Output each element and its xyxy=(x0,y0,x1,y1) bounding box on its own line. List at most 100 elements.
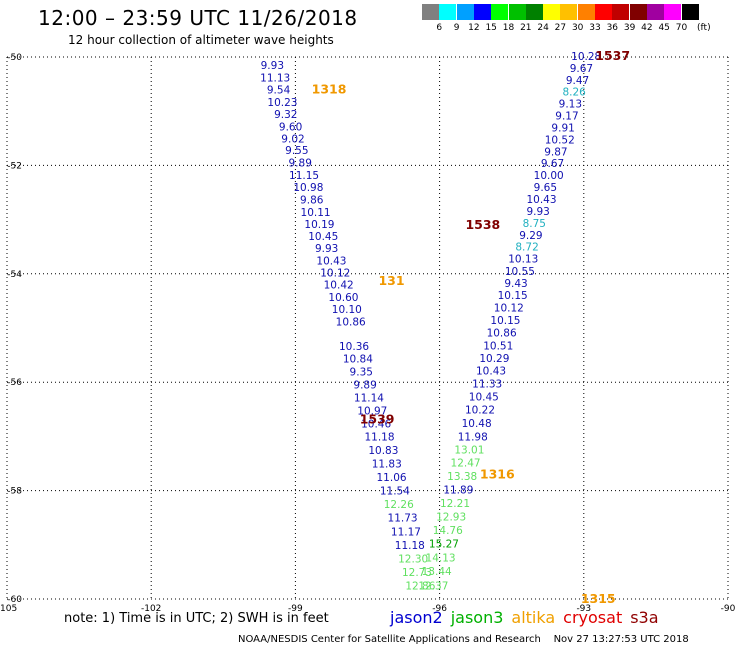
satellite-s3a: s3a xyxy=(630,608,659,627)
legend-label: 9 xyxy=(453,23,460,33)
wave-height-value: 11.33 xyxy=(472,378,502,390)
legend-label: 33 xyxy=(589,23,601,33)
satellite-legend: jason2 jason3 altika cryosat s3a xyxy=(390,608,667,627)
wave-height-value: 10.52 xyxy=(545,134,575,146)
wave-height-value: 10.43 xyxy=(526,194,556,206)
wave-height-value: 10.11 xyxy=(301,207,331,219)
wave-height-value: 9.89 xyxy=(289,158,312,170)
legend-label: 21 xyxy=(520,23,532,33)
legend-swatch xyxy=(525,4,543,20)
wave-height-value: 14.13 xyxy=(426,552,456,564)
legend-swatch xyxy=(612,4,630,20)
legend-label: 36 xyxy=(606,23,619,33)
wave-height-value: 10.22 xyxy=(465,404,495,416)
wave-height-value: 10.23 xyxy=(267,97,297,109)
wave-height-value: 9.17 xyxy=(555,111,578,123)
legend-swatch xyxy=(508,4,526,20)
legend-swatch xyxy=(456,4,474,20)
wave-height-value: 11.18 xyxy=(364,431,394,443)
track-label: 1316 xyxy=(480,466,515,481)
wave-height-value: 11.89 xyxy=(443,485,473,497)
track-label: 1537 xyxy=(595,48,630,63)
wave-height-value: 10.84 xyxy=(343,353,373,365)
legend-swatch xyxy=(491,4,509,20)
lat-tick-label: -50 xyxy=(7,53,22,63)
wave-height-value: 12.93 xyxy=(436,512,466,524)
wave-height-value: 15.27 xyxy=(429,539,459,551)
legend-swatch xyxy=(543,4,561,20)
legend-label: 27 xyxy=(554,23,567,33)
legend-label: 39 xyxy=(623,23,636,33)
wave-height-value: 9.93 xyxy=(315,243,338,255)
legend-label: 6 xyxy=(436,23,443,33)
wave-height-value: 9.93 xyxy=(526,206,549,218)
wave-height-value: 10.29 xyxy=(479,353,509,365)
wave-height-value: 11.54 xyxy=(380,486,410,498)
wave-height-value: 9.43 xyxy=(504,278,527,290)
legend-label: 15 xyxy=(485,23,497,33)
wave-height-value: 12.26 xyxy=(384,499,414,511)
wave-height-value: 8.72 xyxy=(515,242,538,254)
satellite-jason2: jason2 xyxy=(390,608,443,627)
note-text: note: 1) Time is in UTC; 2) SWH is in fe… xyxy=(64,611,329,626)
wave-height-value: 9.60 xyxy=(279,121,302,133)
wave-height-value: 9.65 xyxy=(534,182,557,194)
wave-height-value: 9.89 xyxy=(353,379,376,391)
wave-height-value: 9.86 xyxy=(300,195,324,207)
wave-height-value: 9.29 xyxy=(519,230,542,242)
wave-height-value: 10.42 xyxy=(324,280,354,292)
wave-height-value: 13.38 xyxy=(447,471,477,483)
wave-height-value: 9.87 xyxy=(544,146,567,158)
satellite-jason3: jason3 xyxy=(450,608,504,627)
legend-swatch xyxy=(422,4,439,20)
legend-swatch xyxy=(577,4,595,20)
lon-tick-label: -105 xyxy=(0,604,17,614)
wave-height-value: 10.98 xyxy=(293,182,323,194)
wave-height-value: 9.67 xyxy=(541,158,564,170)
legend-label: 30 xyxy=(571,23,584,33)
wave-height-value: 10.43 xyxy=(476,365,506,377)
wave-height-value: 12.21 xyxy=(440,498,470,510)
wave-height-value: 11.13 xyxy=(260,73,290,85)
lon-tick-label: -90 xyxy=(721,604,736,614)
satellite-cryosat: cryosat xyxy=(563,608,623,627)
legend-label: 18 xyxy=(502,23,515,33)
wave-height-value: 10.86 xyxy=(336,316,366,328)
wave-height-value: 11.14 xyxy=(354,392,384,404)
wave-height-value: 12.37 xyxy=(418,580,448,592)
wave-height-value: 12.86 xyxy=(405,580,435,592)
lon-tick-label: -99 xyxy=(288,604,303,614)
wave-height-value: 10.83 xyxy=(368,445,398,457)
wave-height-value: 9.91 xyxy=(551,122,574,134)
legend-swatch xyxy=(681,4,699,20)
lat-tick-label: -60 xyxy=(7,595,22,605)
wave-height-value: 9.13 xyxy=(559,99,582,111)
page-subtitle: 12 hour collection of altimeter wave hei… xyxy=(68,33,334,47)
track-label: 1315 xyxy=(581,591,616,606)
legend-swatch xyxy=(473,4,491,20)
lon-tick-label: -102 xyxy=(141,604,161,614)
track-label: 1318 xyxy=(312,82,347,97)
legend-swatch xyxy=(629,4,647,20)
track-label: 131 xyxy=(378,273,404,288)
wave-height-value: 13.44 xyxy=(422,566,452,578)
track-label: 1539 xyxy=(360,412,395,427)
wave-height-value: 9.35 xyxy=(350,366,373,378)
wave-height-value: 9.93 xyxy=(261,60,284,72)
wave-height-value: 10.28 xyxy=(571,51,601,63)
wave-height-value: 9.47 xyxy=(566,75,589,87)
wave-height-value: 10.45 xyxy=(308,231,338,243)
wave-height-value: 11.15 xyxy=(289,170,319,182)
lat-tick-label: -52 xyxy=(7,161,22,171)
wave-height-value: 13.01 xyxy=(454,444,484,456)
lon-tick-label: -93 xyxy=(576,604,591,614)
legend-swatch xyxy=(439,4,457,20)
wave-height-value: 10.19 xyxy=(304,219,334,231)
legend-unit: (ft) xyxy=(697,23,711,33)
legend-swatch xyxy=(664,4,682,20)
wave-height-value: 9.02 xyxy=(281,133,304,145)
wave-height-value: 9.67 xyxy=(570,63,593,75)
wave-height-value: 12.47 xyxy=(451,457,481,469)
legend-swatch xyxy=(560,4,578,20)
